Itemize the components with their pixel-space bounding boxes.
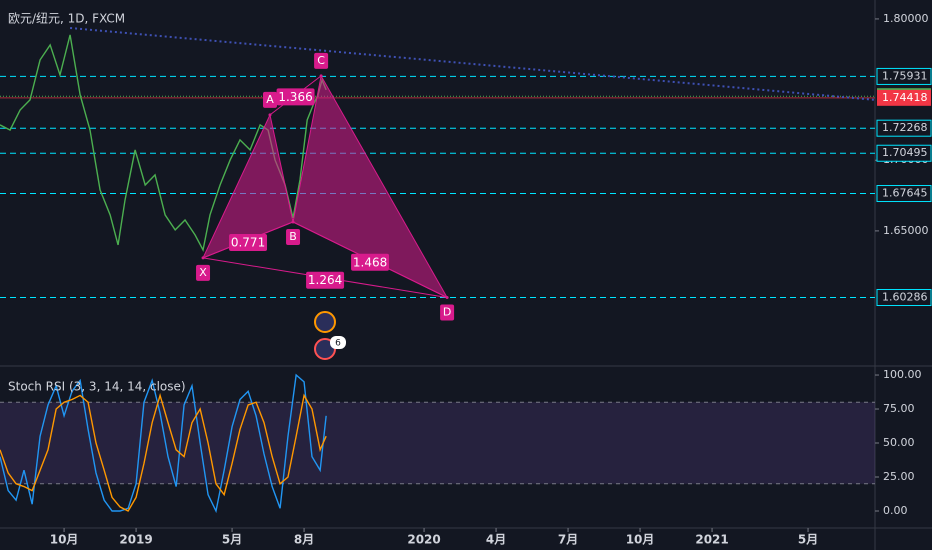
pattern-point xyxy=(291,220,295,224)
x-tick-label: 5月 xyxy=(798,533,818,547)
event-icon[interactable] xyxy=(314,338,336,360)
x-tick-label: 5月 xyxy=(222,533,242,547)
y-tick-label: 1.65000 xyxy=(883,224,929,237)
price-label: 1.72268 xyxy=(882,121,928,134)
event-icon[interactable] xyxy=(314,311,336,333)
chart-title: 欧元/纽元, 1D, FXCM xyxy=(8,12,125,26)
series-line xyxy=(0,373,327,514)
x-tick-label: 8月 xyxy=(294,533,314,547)
point-box xyxy=(196,264,211,281)
price-label-box xyxy=(876,144,932,162)
y-tick-label: 75.00 xyxy=(883,402,915,415)
point-box xyxy=(262,91,277,108)
badge-count: 6 xyxy=(335,339,341,349)
pattern-point xyxy=(201,256,205,260)
price-label: 1.60286 xyxy=(882,291,928,304)
ratio-label: 1.366 xyxy=(278,90,312,104)
series-line xyxy=(0,34,327,253)
price-label: 1.75931 xyxy=(882,69,928,82)
point-label: A xyxy=(266,93,274,106)
stoch-band xyxy=(0,402,875,484)
point-label: D xyxy=(443,306,451,319)
badge xyxy=(330,336,346,349)
ratio-label: 1.468 xyxy=(353,255,387,269)
ratio-box xyxy=(229,233,268,251)
ratio-box xyxy=(306,271,345,289)
pattern-point xyxy=(445,296,449,300)
point-label: B xyxy=(289,230,297,243)
price-label-box xyxy=(876,67,932,85)
point-box xyxy=(286,228,301,245)
price-label-box xyxy=(876,185,932,203)
x-tick-label: 2020 xyxy=(407,533,440,547)
price-label: 1.70495 xyxy=(882,146,928,159)
x-tick-label: 10月 xyxy=(50,533,79,547)
y-tick-label: 50.00 xyxy=(883,436,915,449)
ratio-label: 0.771 xyxy=(231,235,265,249)
pattern-point xyxy=(319,74,323,78)
price-label: 1.67645 xyxy=(882,187,928,200)
x-tick-label: 10月 xyxy=(626,533,655,547)
y-tick-label: 1.80000 xyxy=(883,12,929,25)
point-label: C xyxy=(317,54,325,67)
series-line xyxy=(0,392,327,512)
ratio-label: 1.264 xyxy=(308,273,342,287)
price-label-box xyxy=(877,89,931,106)
y-tick-label: 0.00 xyxy=(883,504,908,517)
price-label-box xyxy=(876,289,932,307)
y-tick-label: 25.00 xyxy=(883,470,915,483)
price-label: 1.74418 xyxy=(882,91,928,104)
point-label: X xyxy=(199,266,207,279)
pattern-point xyxy=(268,113,272,117)
x-tick-label: 4月 xyxy=(486,533,506,547)
y-tick-label: 100.00 xyxy=(883,368,922,381)
point-box xyxy=(314,52,329,69)
x-tick-label: 2019 xyxy=(119,533,152,547)
ratio-box xyxy=(351,253,390,271)
x-tick-label: 7月 xyxy=(558,533,578,547)
price-label-box xyxy=(876,119,932,137)
point-box xyxy=(440,304,455,321)
x-tick-label: 2021 xyxy=(695,533,728,547)
indicator-title: Stoch RSI (3, 3, 14, 14, close) xyxy=(8,380,186,394)
ratio-box xyxy=(276,88,315,106)
